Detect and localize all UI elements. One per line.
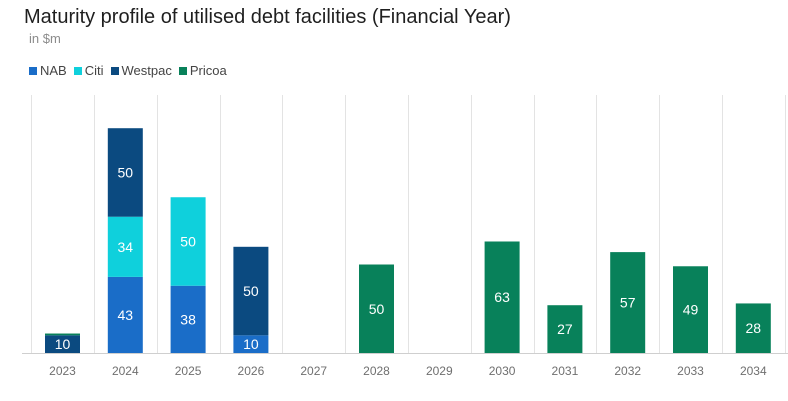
data-label-westpac-2026: 50 — [243, 283, 259, 299]
chart-subtitle: in $m — [29, 31, 61, 46]
data-label-pricoa-2034: 28 — [746, 320, 762, 336]
data-label-nab-2026: 10 — [243, 336, 259, 352]
bar-nab-2026 — [233, 335, 269, 353]
data-label-nab-2025: 38 — [180, 311, 196, 327]
x-tick-label-2030: 2030 — [489, 364, 516, 378]
x-tick-label-2032: 2032 — [614, 364, 641, 378]
x-tick-label-2029: 2029 — [426, 364, 453, 378]
x-tick-label-2023: 2023 — [49, 364, 76, 378]
bar-pricoa-2033 — [673, 266, 708, 353]
bar-westpac-2024 — [107, 128, 143, 217]
bar-citi-2024 — [107, 216, 143, 277]
legend-swatch-westpac — [110, 66, 119, 75]
bar-pricoa-2028 — [359, 264, 394, 353]
data-label-pricoa-2030: 63 — [494, 289, 510, 305]
bar-pricoa-2034 — [735, 303, 771, 353]
data-label-westpac-2023: 10 — [55, 336, 71, 352]
x-tick-label-2025: 2025 — [175, 364, 202, 378]
bar-pricoa-2032 — [610, 252, 646, 353]
x-tick-label-2033: 2033 — [677, 364, 704, 378]
bar-pricoa-2031 — [547, 305, 583, 353]
bar-westpac-2023 — [45, 335, 80, 353]
legend-label-nab: NAB — [40, 63, 67, 78]
legend-item-nab: NAB — [29, 63, 67, 78]
legend-item-westpac: Westpac — [110, 63, 172, 78]
data-label-nab-2024: 43 — [118, 307, 134, 323]
bar-nab-2025 — [170, 285, 206, 353]
legend-swatch-citi — [73, 66, 82, 75]
data-label-westpac-2024: 50 — [118, 164, 134, 180]
bar-citi-2025 — [170, 197, 206, 286]
x-tick-label-2028: 2028 — [363, 364, 390, 378]
legend-item-citi: Citi — [73, 63, 104, 78]
x-tick-label-2027: 2027 — [300, 364, 327, 378]
data-label-pricoa-2032: 57 — [620, 295, 636, 311]
legend: NAB Citi Westpac Pricoa — [29, 63, 234, 78]
data-label-pricoa-2033: 49 — [683, 302, 699, 318]
x-tick-label-2034: 2034 — [740, 364, 767, 378]
legend-label-citi: Citi — [84, 63, 104, 78]
data-label-pricoa-2028: 50 — [369, 301, 385, 317]
x-tick-label-2031: 2031 — [552, 364, 579, 378]
legend-label-westpac: Westpac — [121, 63, 172, 78]
data-label-citi-2025: 50 — [180, 233, 196, 249]
bar-pricoa-2030 — [484, 241, 520, 353]
legend-swatch-nab — [29, 66, 37, 75]
bar-nab-2024 — [107, 276, 143, 353]
data-label-pricoa-2031: 27 — [557, 321, 573, 337]
legend-label-pricoa: Pricoa — [189, 63, 227, 78]
data-label-citi-2024: 34 — [118, 239, 134, 255]
x-tick-label-2026: 2026 — [238, 364, 265, 378]
bar-pricoa-2023 — [45, 333, 80, 336]
chart-title: Maturity profile of utilised debt facili… — [24, 6, 511, 28]
x-tick-label-2024: 2024 — [112, 364, 139, 378]
legend-item-pricoa: Pricoa — [178, 63, 227, 78]
legend-swatch-pricoa — [178, 66, 187, 75]
bar-westpac-2026 — [233, 246, 269, 336]
